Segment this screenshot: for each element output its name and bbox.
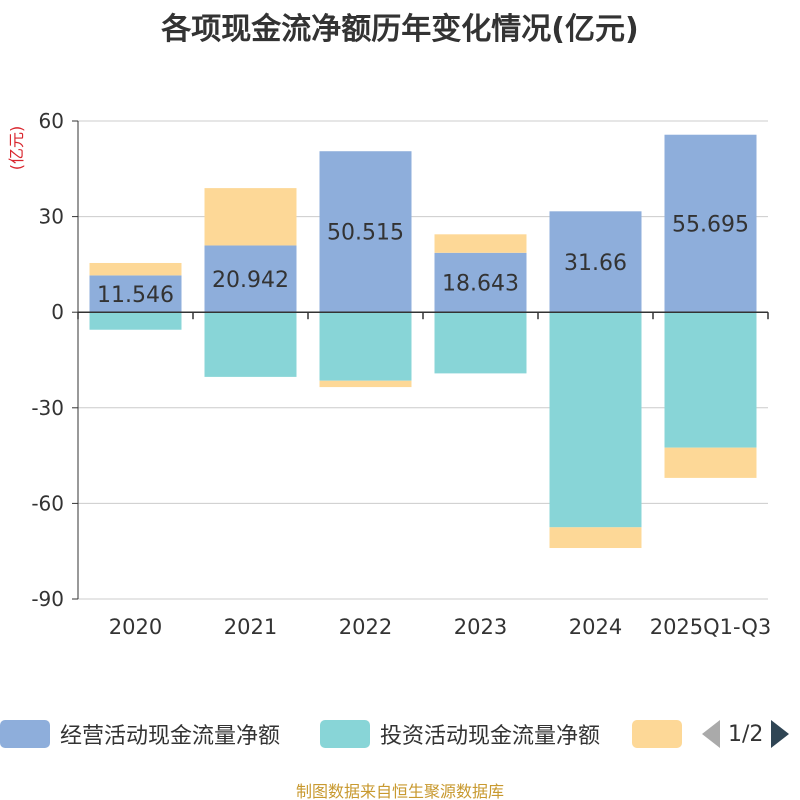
- bar-operating: [319, 151, 412, 313]
- bar-investing: [319, 312, 412, 381]
- y-tick-label: -90: [31, 587, 64, 611]
- x-tick-label: 2023: [454, 615, 507, 639]
- pager-next-icon[interactable]: [771, 720, 790, 748]
- y-unit-label: (亿元): [7, 126, 26, 171]
- data-label: 50.515: [327, 221, 404, 246]
- y-tick-label: -30: [31, 396, 64, 420]
- bar-financing: [664, 447, 757, 478]
- chart-svg: 60 30 0 -30 -60 -90 (亿元) 11.546 2020 20.942 2021 50…: [7, 109, 772, 639]
- source-note: 制图数据来自恒生聚源数据库: [295, 782, 504, 800]
- bar-operating: [434, 252, 527, 313]
- x-tick-label: 2024: [569, 615, 622, 639]
- bar-financing: [549, 527, 642, 549]
- bar-investing: [434, 312, 527, 374]
- bar-investing: [664, 312, 757, 448]
- legend: 经营活动现金流量净额 投资活动现金流量净额 1/2: [0, 716, 800, 752]
- bar-operating: [89, 275, 182, 313]
- legend-item-operating[interactable]: 经营活动现金流量净额: [0, 716, 280, 752]
- pager-prev-icon[interactable]: [702, 720, 720, 748]
- x-tick-label: 2020: [109, 615, 162, 639]
- y-tick-label: 0: [51, 300, 64, 324]
- x-tick-label: 2021: [224, 615, 277, 639]
- legend-label-investing: 投资活动现金流量净额: [380, 724, 601, 749]
- pager-page-indicator: 1/2: [728, 721, 764, 747]
- y-tick-label: 30: [39, 205, 64, 229]
- bar-financing: [89, 262, 182, 276]
- data-label: 20.942: [212, 268, 289, 293]
- data-label: 18.643: [442, 271, 519, 296]
- legend-item-financing[interactable]: [632, 716, 682, 752]
- bar-financing: [204, 188, 297, 246]
- data-label: 55.695: [672, 212, 749, 237]
- y-tick-label: -60: [31, 491, 64, 515]
- data-label: 31.66: [564, 251, 627, 276]
- legend-swatch-financing: [632, 720, 682, 748]
- bar-operating: [549, 211, 642, 313]
- bar-financing: [434, 234, 527, 253]
- legend-item-investing[interactable]: 投资活动现金流量净额: [320, 716, 600, 752]
- legend-swatch-investing: [320, 720, 370, 748]
- bar-operating: [664, 134, 757, 313]
- x-tick-label: 2025Q1-Q3: [650, 615, 772, 639]
- x-tick-label: 2022: [339, 615, 392, 639]
- chart-title: 各项现金流净额历年变化情况(亿元): [161, 12, 639, 47]
- legend-swatch-operating: [0, 720, 50, 748]
- legend-pager: 1/2: [702, 716, 790, 752]
- bar-investing: [204, 312, 297, 377]
- data-label: 11.546: [97, 283, 174, 308]
- bar-operating: [204, 245, 297, 313]
- bar-financing: [319, 380, 412, 388]
- bar-investing: [89, 312, 182, 330]
- bar-investing: [549, 312, 642, 528]
- y-tick-label: 60: [39, 109, 64, 133]
- legend-label-operating: 经营活动现金流量净额: [60, 724, 281, 749]
